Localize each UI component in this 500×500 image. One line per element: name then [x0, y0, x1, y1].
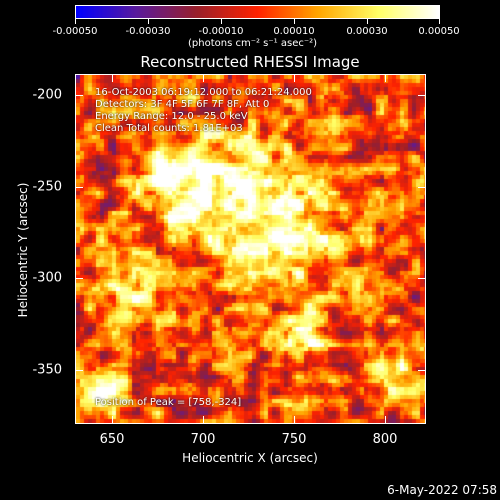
colorbar-tick — [439, 19, 440, 24]
colorbar — [75, 5, 440, 19]
image-title: Reconstructed RHESSI Image — [140, 53, 360, 71]
y-tick-label: -250 — [32, 179, 62, 195]
x-axis-label: Heliocentric X (arcsec) — [182, 451, 318, 465]
y-tick-label: -350 — [32, 362, 62, 378]
colorbar-tick — [294, 19, 295, 24]
colorbar-tick-label: 0.00010 — [273, 26, 315, 37]
colorbar-tick — [148, 19, 149, 24]
timestamp: 6-May-2022 07:58 — [387, 483, 497, 497]
x-tick-label: 750 — [281, 432, 307, 447]
x-tick — [203, 416, 204, 424]
x-tick-label: 650 — [99, 432, 125, 447]
detectors-text: Detectors: 3F 4F 5F 6F 7F 8F, Att 0 — [95, 99, 270, 110]
x-tick — [294, 74, 295, 82]
colorbar-tick — [221, 19, 222, 24]
colorbar-tick-label: 0.00050 — [418, 26, 460, 37]
colorbar-tick-label: -0.00050 — [52, 26, 98, 37]
peak-position-text: Position of Peak = [758,-324] — [95, 397, 242, 408]
colorbar-tick — [75, 19, 76, 24]
y-tick — [75, 370, 83, 371]
y-tick-label: -300 — [32, 270, 62, 286]
y-tick — [418, 278, 426, 279]
y-tick-label: -200 — [32, 87, 62, 103]
rhessi-heatmap — [76, 75, 425, 423]
colorbar-unit: (photons cm⁻² s⁻¹ asec⁻²) — [188, 38, 318, 49]
time-range-text: 16-Oct-2003 06:19:12.000 to 06:21:24.000 — [95, 87, 312, 98]
y-tick — [418, 95, 426, 96]
x-tick — [385, 74, 386, 82]
x-tick — [294, 416, 295, 424]
y-tick — [75, 95, 83, 96]
x-tick — [203, 74, 204, 82]
x-tick — [385, 416, 386, 424]
x-tick-label: 800 — [372, 432, 398, 447]
colorbar-tick — [367, 19, 368, 24]
clean-counts-text: Clean Total counts: 1.81E+03 — [95, 123, 243, 134]
x-tick-label: 700 — [190, 432, 216, 447]
x-tick — [112, 74, 113, 82]
y-tick — [75, 187, 83, 188]
colorbar-tick-label: 0.00030 — [346, 26, 388, 37]
x-tick — [112, 416, 113, 424]
y-axis-label: Heliocentric Y (arcsec) — [16, 182, 30, 318]
y-tick — [418, 187, 426, 188]
colorbar-tick-label: -0.00030 — [125, 26, 171, 37]
colorbar-tick-label: -0.00010 — [198, 26, 244, 37]
y-tick — [418, 370, 426, 371]
rhessi-image: 16-Oct-2003 06:19:12.000 to 06:21:24.000… — [75, 74, 426, 424]
y-tick — [75, 278, 83, 279]
energy-range-text: Energy Range: 12.0 - 25.0 keV — [95, 111, 248, 122]
